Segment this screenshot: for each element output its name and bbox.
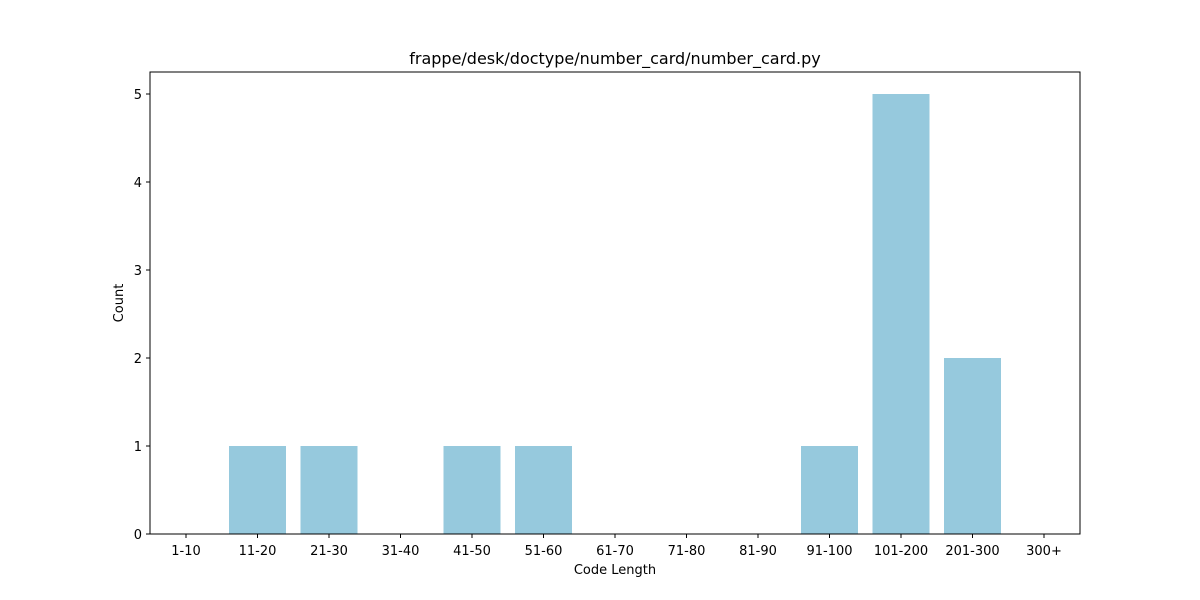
x-tick-label: 91-100 xyxy=(806,544,852,559)
x-tick-label: 81-90 xyxy=(739,544,777,559)
y-tick-label: 4 xyxy=(134,176,142,191)
x-tick-label: 300+ xyxy=(1026,544,1062,559)
x-tick-label: 31-40 xyxy=(382,544,420,559)
y-axis: 0 1 2 3 4 5 xyxy=(134,88,150,543)
x-axis-label: Code Length xyxy=(574,563,656,578)
bar-11-20 xyxy=(229,446,286,534)
bar-201-300 xyxy=(944,358,1001,534)
bar-41-50 xyxy=(443,446,501,534)
x-tick-label: 11-20 xyxy=(239,544,277,559)
y-axis-label: Count xyxy=(112,284,127,323)
x-tick-label: 71-80 xyxy=(668,544,706,559)
x-tick-label: 21-30 xyxy=(310,544,348,559)
y-tick-label: 0 xyxy=(134,528,142,543)
bar-101-200 xyxy=(872,94,930,534)
x-tick-label: 1-10 xyxy=(171,544,201,559)
x-tick-label: 51-60 xyxy=(525,544,563,559)
bars xyxy=(229,94,1001,534)
x-tick-label: 201-300 xyxy=(945,544,999,559)
y-tick-label: 2 xyxy=(134,352,142,367)
y-tick-label: 3 xyxy=(134,264,142,279)
y-tick-label: 1 xyxy=(134,440,142,455)
x-axis: 1-10 11-20 21-30 31-40 41-50 51-60 61-70 71-80 8… xyxy=(171,534,1062,559)
x-tick-label: 101-200 xyxy=(874,544,928,559)
x-tick-label: 41-50 xyxy=(453,544,491,559)
chart-title: frappe/desk/doctype/number_card/number_c… xyxy=(409,49,821,69)
bar-51-60 xyxy=(515,446,572,534)
bar-21-30 xyxy=(300,446,358,534)
bar-91-100 xyxy=(801,446,858,534)
plot-frame xyxy=(149,71,1081,535)
y-tick-label: 5 xyxy=(134,88,142,103)
x-tick-label: 61-70 xyxy=(596,544,634,559)
